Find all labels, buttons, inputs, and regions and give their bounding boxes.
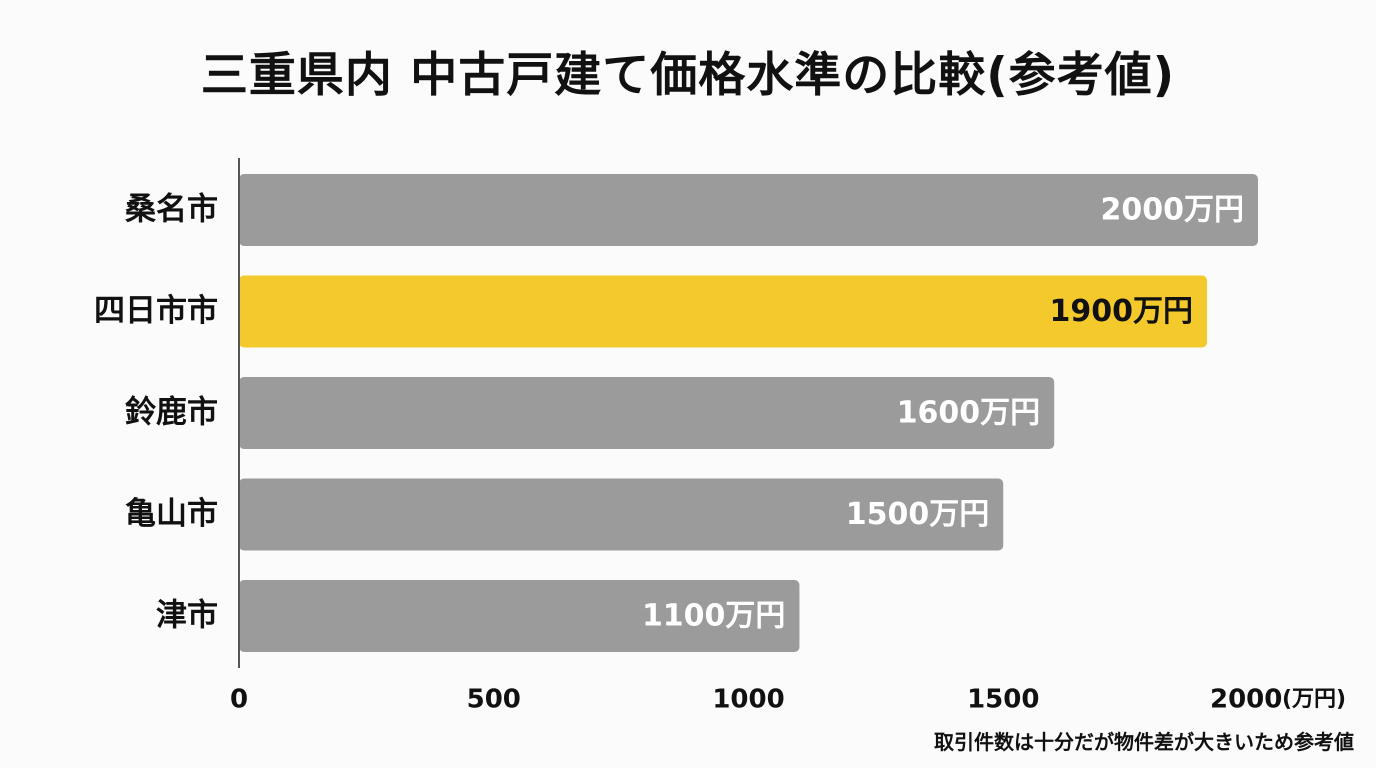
x-tick-label: 1500: [967, 685, 1039, 715]
x-axis-unit: (万円): [1282, 687, 1346, 712]
bar: [239, 478, 1004, 551]
bar: [239, 174, 1258, 246]
bar-value-label: 1500万円: [846, 497, 990, 532]
bars-layer: 2000万円 1900万円 1600万円 1500万円 1100万円: [239, 174, 1258, 652]
category-label: 津市: [156, 598, 218, 634]
x-tick-labels: 0 500 1000 1500 2000 (万円): [230, 685, 1346, 715]
bar-value-label: 2000万円: [1101, 193, 1245, 228]
chart-footnote: 取引件数は十分だが物件差が大きいため参考値: [934, 730, 1354, 754]
category-label: 四日市市: [94, 293, 218, 329]
bar: [239, 275, 1208, 348]
x-tick-label: 500: [467, 685, 521, 715]
bar-value-label: 1900万円: [1050, 294, 1194, 329]
bar-value-label: 1600万円: [897, 396, 1041, 431]
category-label: 亀山市: [125, 496, 218, 532]
bar: [239, 580, 800, 652]
x-tick-label: 2000: [1210, 685, 1282, 715]
bar: [239, 377, 1055, 449]
x-tick-label: 1000: [712, 685, 784, 715]
bar-value-label: 1100万円: [642, 599, 786, 634]
x-tick-label: 0: [230, 685, 248, 715]
chart-title: 三重県内 中古戸建て価格水準の比較(参考値): [200, 48, 1176, 103]
category-label: 桑名市: [125, 192, 218, 228]
category-label: 鈴鹿市: [125, 395, 218, 431]
